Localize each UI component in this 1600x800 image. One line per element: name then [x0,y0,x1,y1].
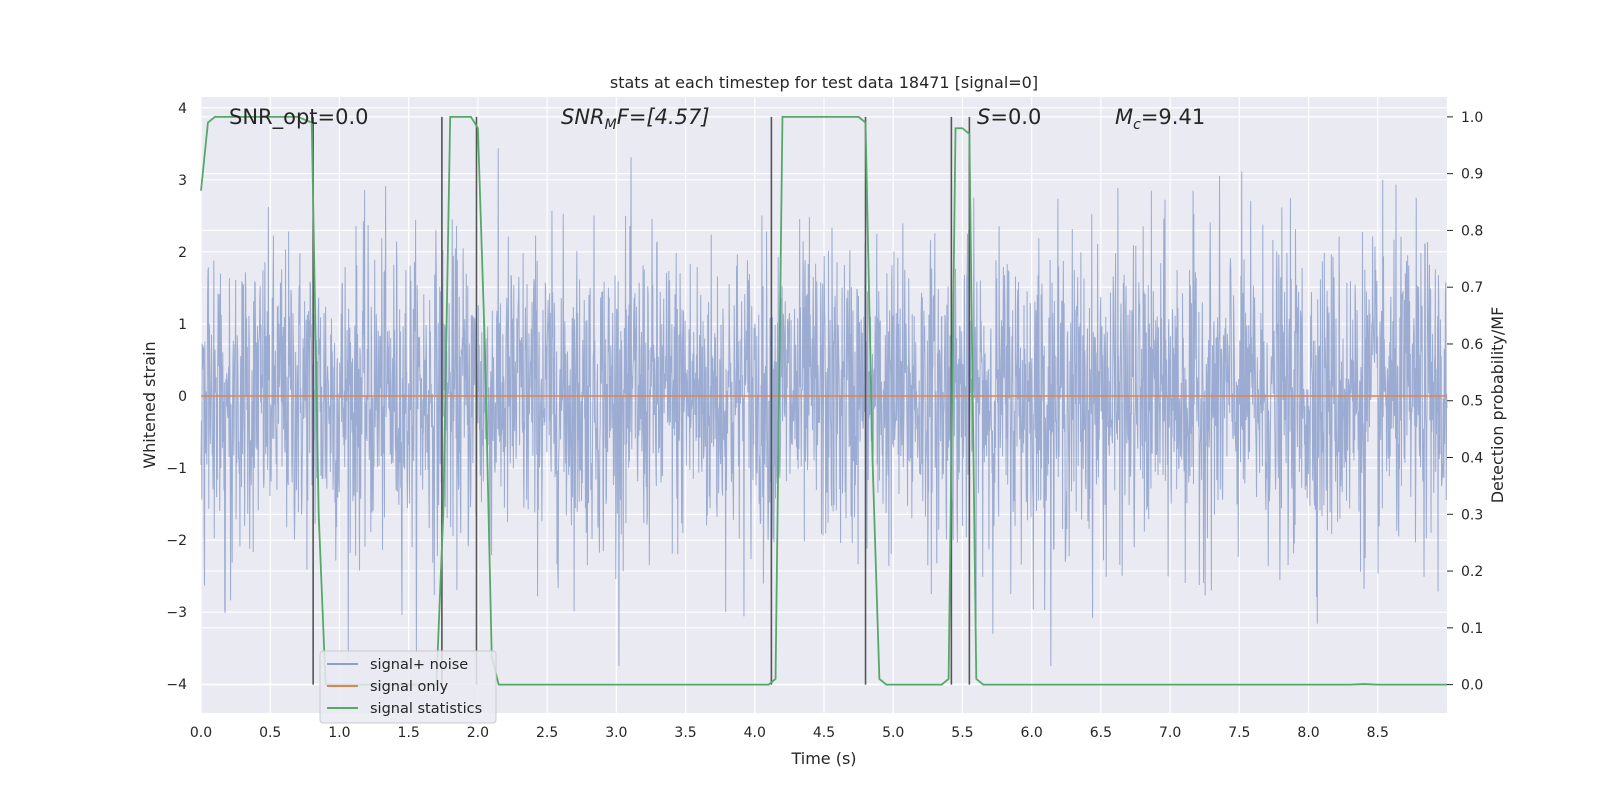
x-tick-label: 2.0 [467,725,489,741]
x-tick-label: 7.5 [1228,725,1250,741]
snr-mf-label: SNR [561,105,605,129]
signal-noise-line [200,148,1448,667]
snr-mf-f: F=[4.57] [617,105,710,129]
x-tick-label: 8.5 [1367,725,1389,741]
y-axis-label: Whitened strain [140,341,159,468]
x-tick-label: 0.0 [190,725,212,741]
x-tick-label: 5.0 [882,725,904,741]
y-tick-label: 0 [178,389,187,405]
y-tick-label: −4 [166,677,187,693]
s-value: =0.0 [990,105,1041,129]
x-tick-label: 3.5 [674,725,696,741]
chart-title: stats at each timestep for test data 184… [610,73,1038,92]
x-tick-label: 6.0 [1021,725,1043,741]
y-right-tick-label: 0.3 [1461,507,1483,523]
x-tick-label: 1.5 [398,725,420,741]
s-label: S [977,105,990,129]
y-tick-label: 1 [178,317,187,333]
legend-label-stats: signal statistics [370,701,482,717]
legend-label-signal: signal only [370,679,449,695]
annotation-s: S=0.0 [977,105,1041,129]
x-axis-label: Time (s) [790,749,856,768]
x-tick-label: 3.0 [605,725,627,741]
y-tick-label: 2 [178,245,187,261]
y-right-tick-label: 0.4 [1461,451,1483,467]
y-right-axis-label: Detection probability/MF [1488,307,1507,504]
annotation-mc: Mc=9.41 [1115,105,1205,133]
y-right-tick-label: 0.7 [1461,280,1483,296]
legend: signal+ noise signal only signal statist… [319,650,497,724]
x-tick-label: 5.5 [951,725,973,741]
x-tick-label: 4.5 [813,725,835,741]
y-tick-label: −3 [166,605,187,621]
y-tick-labels: 4 3 2 1 0 −1 −2 −3 −4 [166,101,187,693]
x-tick-label: 8.0 [1297,725,1319,741]
x-tick-label: 1.0 [328,725,350,741]
x-tick-label: 6.5 [1090,725,1112,741]
annotation-snr-opt: SNR_opt=0.0 [229,105,369,130]
y-right-tick-labels: 1.0 0.9 0.8 0.7 0.6 0.5 0.4 0.3 0.2 0.1 0.0 [1461,110,1483,694]
y-right-tick-label: 0.9 [1461,167,1483,183]
y-right-tick-label: 0.8 [1461,223,1483,239]
y-right-tick-label: 0.0 [1461,678,1483,694]
y-tick-label: −1 [166,461,187,477]
legend-label-noise: signal+ noise [370,657,468,673]
legend-box [319,650,497,724]
y-right-tick-label: 0.6 [1461,337,1483,353]
snr-mf-sub: M [605,117,617,133]
y-tick-label: −2 [166,533,187,549]
mc-sub: c [1133,117,1141,133]
y-right-tick-label: 0.5 [1461,394,1483,410]
annotation-snr-mf: SNRMF=[4.57] [561,105,710,133]
y-tick-label: 3 [178,173,187,189]
y-right-tick-label: 0.2 [1461,564,1483,580]
mc-label: M [1115,105,1133,129]
signal-noise-series [200,148,1448,667]
y-tick-label: 4 [178,101,187,117]
x-tick-label: 0.5 [259,725,281,741]
x-tick-label: 4.0 [744,725,766,741]
x-tick-label: 7.0 [1159,725,1181,741]
mc-value: =9.41 [1141,105,1205,129]
x-tick-label: 2.5 [536,725,558,741]
y-right-tick-label: 1.0 [1461,110,1483,126]
x-tick-labels: 0.0 0.5 1.0 1.5 2.0 2.5 3.0 3.5 4.0 4.5 5.0 5.5 6.0 6… [190,725,1389,741]
y-right-tick-label: 0.1 [1461,621,1483,637]
